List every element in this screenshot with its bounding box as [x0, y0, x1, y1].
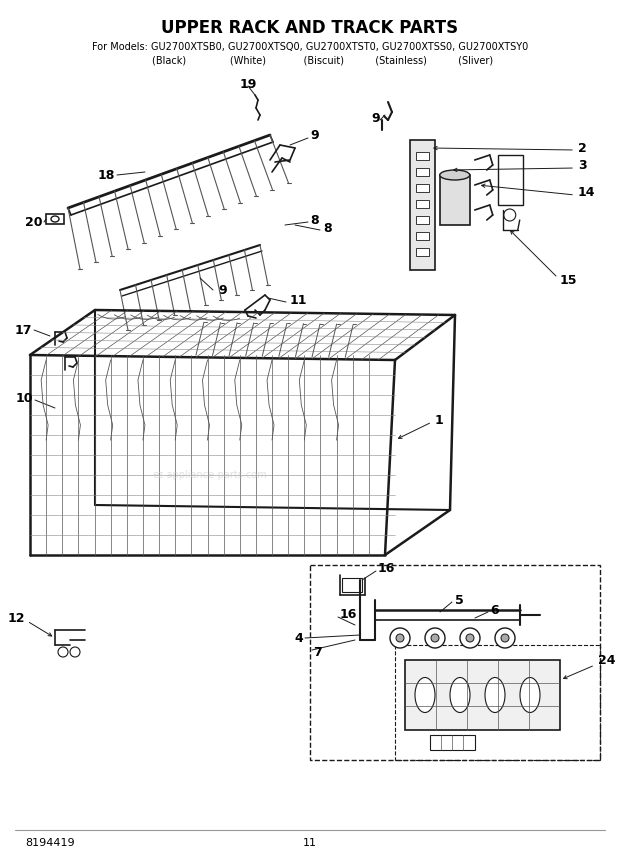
Bar	[416, 216, 429, 224]
Bar	[395, 645, 600, 760]
Text: 12: 12	[7, 611, 25, 625]
Bar	[498, 155, 523, 205]
Text: 6: 6	[490, 603, 498, 616]
Bar	[405, 660, 560, 730]
Ellipse shape	[520, 677, 540, 712]
Circle shape	[466, 634, 474, 642]
Bar	[416, 248, 429, 256]
Text: For Models: GU2700XTSB0, GU2700XTSQ0, GU2700XTST0, GU2700XTSS0, GU2700XTSY0: For Models: GU2700XTSB0, GU2700XTSQ0, GU…	[92, 42, 528, 52]
Circle shape	[390, 628, 410, 648]
Circle shape	[495, 628, 515, 648]
Text: (Black)              (White)            (Biscuit)          (Stainless)          : (Black) (White) (Biscuit) (Stainless)	[127, 55, 493, 65]
Text: 19: 19	[239, 78, 257, 91]
Text: 9: 9	[371, 111, 380, 124]
Bar	[440, 175, 470, 225]
Text: 18: 18	[97, 169, 115, 181]
Bar	[410, 140, 435, 270]
Ellipse shape	[440, 170, 470, 180]
Circle shape	[460, 628, 480, 648]
Ellipse shape	[450, 677, 470, 712]
Text: 16: 16	[378, 562, 396, 574]
Bar	[310, 565, 600, 760]
Text: 9: 9	[218, 283, 227, 296]
Ellipse shape	[415, 677, 435, 712]
Text: 24: 24	[598, 653, 616, 667]
Text: 8194419: 8194419	[25, 838, 74, 848]
Text: 7: 7	[313, 645, 322, 658]
Bar	[342, 578, 362, 592]
Bar	[430, 735, 475, 750]
Circle shape	[396, 634, 404, 642]
Text: 5: 5	[455, 593, 464, 607]
Text: UPPER RACK AND TRACK PARTS: UPPER RACK AND TRACK PARTS	[161, 19, 459, 37]
Text: 10: 10	[16, 391, 33, 405]
Text: 20: 20	[25, 216, 42, 229]
Text: 11: 11	[303, 838, 317, 848]
Bar	[416, 232, 429, 240]
Bar	[46, 214, 64, 224]
Bar	[416, 200, 429, 208]
Text: ez-appliance-parts.com: ez-appliance-parts.com	[153, 470, 267, 480]
Text: 9: 9	[310, 128, 319, 141]
Text: 3: 3	[578, 158, 587, 171]
Text: 2: 2	[578, 141, 587, 154]
Text: 11: 11	[290, 294, 308, 306]
Text: 15: 15	[560, 274, 577, 287]
Text: 4: 4	[294, 632, 303, 645]
Text: 1: 1	[435, 413, 444, 426]
Bar	[416, 168, 429, 176]
Ellipse shape	[485, 677, 505, 712]
Circle shape	[431, 634, 439, 642]
Circle shape	[501, 634, 509, 642]
Bar	[416, 184, 429, 192]
Text: 8: 8	[310, 213, 319, 227]
Bar	[416, 152, 429, 160]
Circle shape	[425, 628, 445, 648]
Text: 14: 14	[578, 186, 595, 199]
Text: 8: 8	[323, 222, 332, 235]
Text: 16: 16	[340, 608, 357, 621]
Text: 17: 17	[14, 324, 32, 336]
